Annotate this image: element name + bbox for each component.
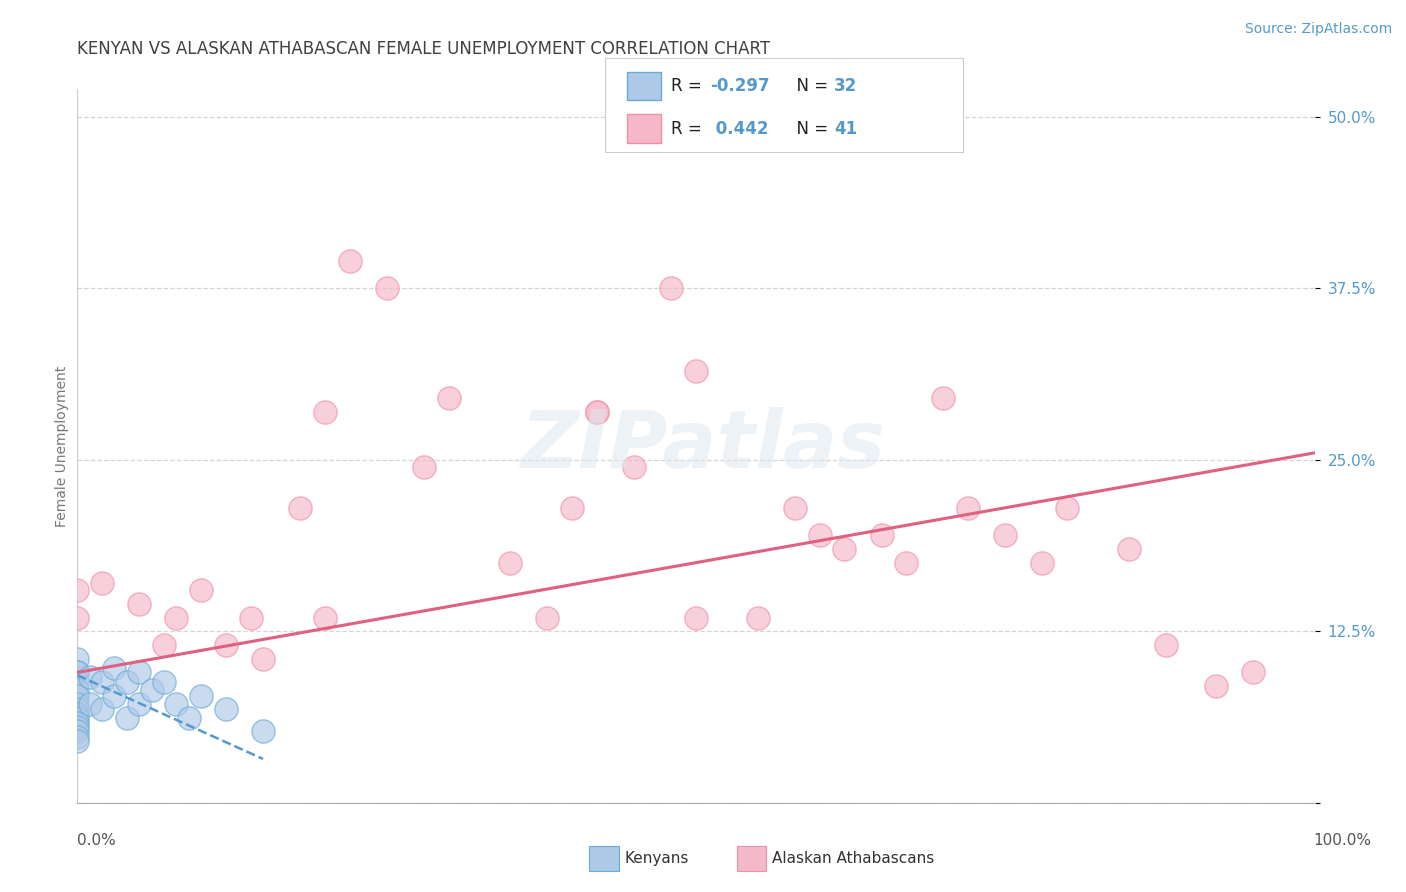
Point (66, 689, 89, 703)
Point (437, 391, 460, 405)
Point (103, 661, 125, 675)
Text: Alaskan Athabascans: Alaskan Athabascans (772, 851, 934, 865)
Point (66, 665, 89, 680)
Point (66, 734, 89, 748)
Text: R =: R = (671, 120, 707, 137)
Text: Source: ZipAtlas.com: Source: ZipAtlas.com (1244, 22, 1392, 37)
Point (66, 720, 89, 734)
Text: R =: R = (671, 78, 707, 95)
Text: N =: N = (786, 78, 834, 95)
Point (1241, 665, 1264, 680)
Point (128, 665, 150, 680)
Point (66, 697, 89, 711)
Point (66, 675, 89, 690)
Point (288, 500, 311, 515)
Point (314, 610, 336, 624)
Point (115, 711, 138, 725)
Point (66, 706, 89, 721)
Point (1118, 541, 1140, 556)
Point (153, 675, 176, 690)
Point (1056, 500, 1078, 515)
Point (994, 528, 1017, 542)
Point (783, 500, 806, 515)
Point (375, 281, 398, 295)
Point (66, 730, 89, 744)
Point (1031, 556, 1053, 570)
Point (623, 459, 645, 474)
Point (79, 669, 101, 683)
Point (128, 697, 150, 711)
Point (165, 610, 187, 624)
Text: 100.0%: 100.0% (1313, 833, 1371, 847)
Point (1205, 679, 1227, 693)
Point (215, 638, 238, 652)
Point (239, 610, 262, 624)
Point (190, 583, 212, 598)
Point (91, 675, 114, 690)
Text: 0.0%: 0.0% (77, 833, 117, 847)
Text: 0.442: 0.442 (710, 120, 769, 137)
Point (339, 253, 361, 268)
Point (91, 576, 114, 591)
Point (586, 405, 609, 419)
Point (66, 583, 89, 598)
Point (1154, 638, 1177, 652)
Point (66, 724, 89, 739)
Point (66, 610, 89, 624)
Text: 32: 32 (834, 78, 858, 95)
Point (252, 724, 274, 739)
Point (252, 651, 274, 665)
Point (66, 716, 89, 731)
Point (141, 683, 163, 698)
Point (659, 281, 682, 295)
Point (66, 665, 89, 680)
Point (747, 610, 769, 624)
Point (536, 610, 558, 624)
Y-axis label: Female Unemployment: Female Unemployment (55, 366, 69, 526)
Point (177, 711, 200, 725)
Point (190, 689, 212, 703)
Text: N =: N = (786, 120, 834, 137)
Text: Kenyans: Kenyans (624, 851, 689, 865)
Point (165, 697, 187, 711)
Point (932, 391, 955, 405)
Text: KENYAN VS ALASKAN ATHABASCAN FEMALE UNEMPLOYMENT CORRELATION CHART: KENYAN VS ALASKAN ATHABASCAN FEMALE UNEM… (77, 40, 770, 58)
Point (561, 500, 583, 515)
Point (896, 556, 918, 570)
Text: -0.297: -0.297 (710, 78, 769, 95)
Point (586, 405, 609, 419)
Point (66, 683, 89, 698)
Point (685, 610, 707, 624)
Text: 41: 41 (834, 120, 856, 137)
Point (314, 405, 336, 419)
Point (128, 597, 150, 611)
Point (215, 702, 238, 716)
Point (91, 702, 114, 716)
Point (834, 541, 856, 556)
Point (79, 697, 101, 711)
Point (153, 638, 176, 652)
Point (66, 711, 89, 725)
Point (103, 689, 125, 703)
Point (499, 556, 522, 570)
Point (808, 528, 831, 542)
Point (115, 675, 138, 690)
Point (685, 363, 707, 377)
Point (66, 702, 89, 716)
Text: ZIPatlas: ZIPatlas (520, 407, 886, 485)
Point (870, 528, 893, 542)
Point (412, 459, 434, 474)
Point (957, 500, 980, 515)
Point (66, 651, 89, 665)
